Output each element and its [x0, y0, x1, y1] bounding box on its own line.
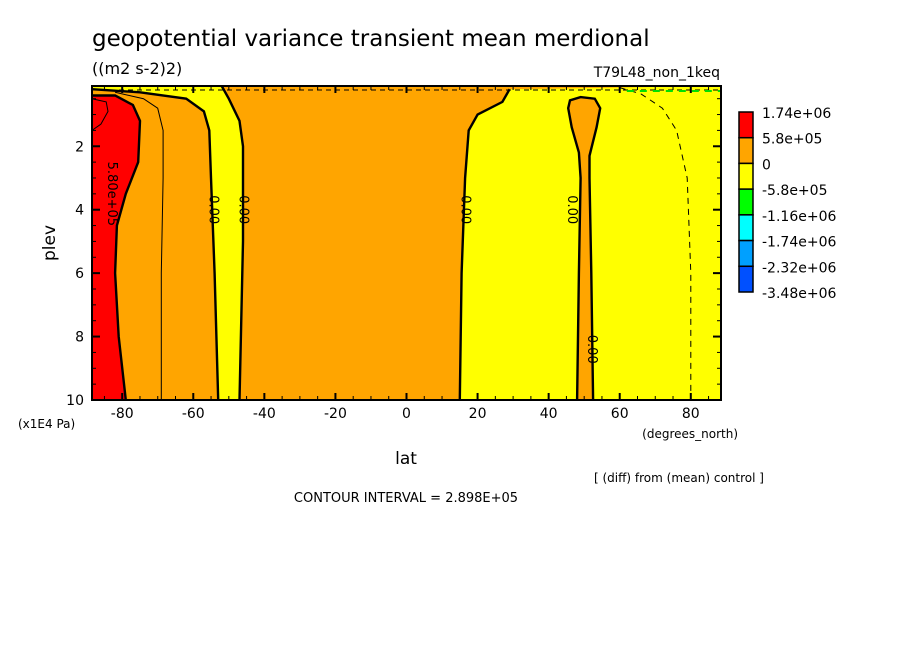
- contour-labels: 5.80e+05 0.00 0.00 0.00 0.00 0.00: [104, 162, 599, 364]
- x-tick-label: -40: [253, 406, 276, 422]
- experiment-label: T79L48_non_1keq: [593, 65, 720, 81]
- x-tick-label: 0: [402, 406, 411, 422]
- x-tick-label: -80: [111, 406, 134, 422]
- contour-line-zero-line-center: [458, 88, 511, 401]
- colorbar-label: -5.8e+05: [762, 183, 827, 199]
- plot-area: [91, 85, 721, 401]
- colorbar-swatch: [738, 111, 754, 139]
- contour-line-zero-line-left-a: [91, 88, 220, 401]
- x-tick-label: 60: [611, 406, 629, 422]
- colorbar-swatch: [738, 239, 754, 268]
- colorbar-label: -1.74e+06: [762, 235, 836, 251]
- x-tick-label: 80: [682, 406, 700, 422]
- colorbar-label: -1.16e+06: [762, 209, 836, 225]
- y-tick-label: 2: [75, 139, 84, 155]
- contour-label: 0.00: [584, 335, 599, 364]
- y-tick-label: 10: [66, 393, 84, 409]
- y-tick-label: 6: [75, 266, 84, 282]
- colorbar-label: 0: [762, 157, 771, 173]
- colorbar-label: 1.74e+06: [762, 106, 831, 122]
- contour-label: 0.00: [564, 195, 579, 224]
- region-orange-blob-right: [568, 97, 601, 400]
- contour-line-zero-line-left-b: [220, 85, 245, 401]
- x-tick-label: -20: [324, 406, 347, 422]
- colorbar-swatch: [738, 162, 754, 190]
- contour-label: 0.00: [236, 195, 251, 224]
- y-axis-units: (x1E4 Pa): [18, 417, 75, 431]
- contour-label: 0.00: [205, 195, 220, 224]
- contour-interval-label: CONTOUR INTERVAL = 2.898E+05: [294, 491, 518, 506]
- colorbar: 1.74e+06 5.8e+05 0 -5.8e+05 -1.16e+06 -1.74e+…: [738, 106, 836, 302]
- chart-title: geopotential variance transient mean mer…: [92, 26, 650, 52]
- y-tick-label: 4: [75, 203, 84, 219]
- colorbar-swatch: [738, 188, 754, 216]
- contour-label: 0.00: [458, 195, 473, 224]
- colorbar-swatch: [738, 214, 754, 242]
- contour-line-contour-inner-red: [91, 98, 109, 131]
- y-axis-label: plev: [40, 225, 60, 261]
- contour-line-contour-neg-right: [619, 87, 692, 400]
- contour-line-zero-line-blob: [566, 95, 602, 401]
- colorbar-swatch: [738, 265, 754, 293]
- x-tick-label: -60: [182, 406, 205, 422]
- colorbar-label: 5.8e+05: [762, 132, 822, 148]
- x-axis-label: lat: [395, 449, 417, 469]
- contour-line-contour-2.9e5: [114, 91, 164, 400]
- x-tick-label: 40: [540, 406, 558, 422]
- colorbar-label: -3.48e+06: [762, 286, 836, 302]
- x-tick-label: 20: [469, 406, 487, 422]
- region-yellow-left-band: [92, 86, 243, 400]
- contour-label: 5.80e+05: [104, 162, 119, 226]
- axes: -80 -60 -40 -20 0 20 40 60 80 2 4 6 8 10: [66, 85, 722, 422]
- y-tick-label: 8: [75, 330, 84, 346]
- x-axis-units: (degrees_north): [642, 427, 738, 441]
- colorbar-swatch: [738, 136, 754, 165]
- units-label: ((m2 s-2)2): [92, 59, 182, 78]
- colorbar-label: -2.32e+06: [762, 260, 836, 276]
- note-label: [ (diff) from (mean) control ]: [594, 471, 764, 485]
- contour-line-contour-5.8e5: [92, 94, 142, 401]
